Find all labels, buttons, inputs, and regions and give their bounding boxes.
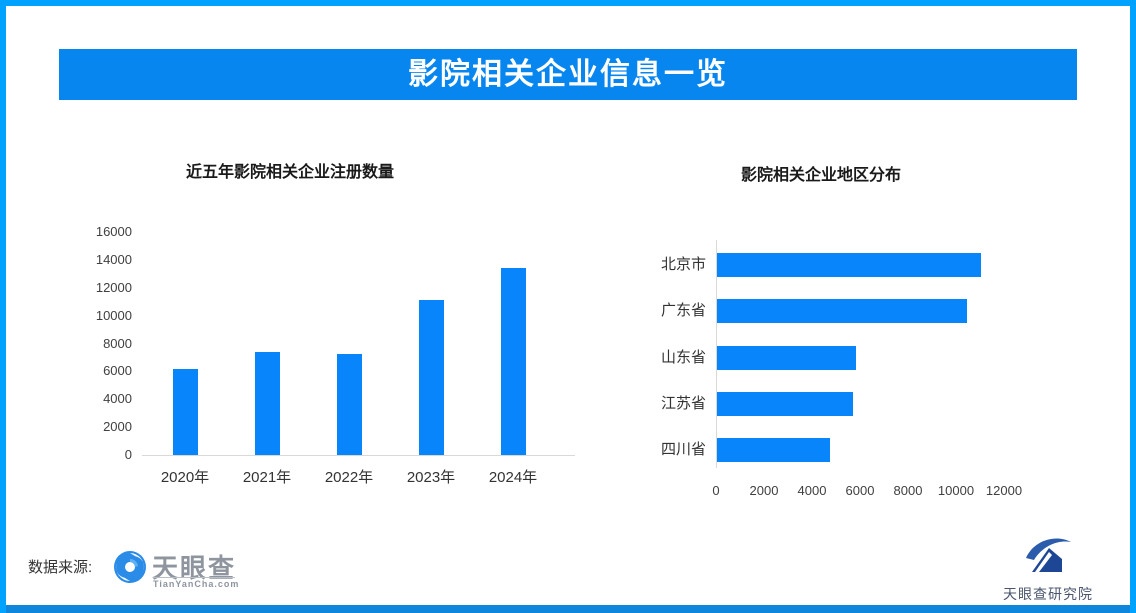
tianyancha-logo-icon: [114, 551, 146, 583]
y-axis-tick-label: 14000: [95, 251, 132, 267]
page-title: 影院相关企业信息一览: [59, 49, 1077, 100]
x-axis-category-label: 2022年: [324, 469, 374, 486]
y-axis-tick-label: 0: [124, 447, 132, 462]
y-axis-line: [716, 240, 717, 468]
y-axis-category-label: 江苏省: [660, 395, 706, 412]
x-axis-tick-label: 8000: [893, 483, 923, 498]
x-axis-tick-label: 10000: [937, 483, 975, 498]
registrations-chart-title: 近五年影院相关企业注册数量: [186, 164, 395, 181]
bar-2023年: [418, 300, 444, 455]
y-axis-tick-label: 4000: [103, 391, 132, 407]
x-axis-tick-label: 0: [712, 483, 720, 498]
y-axis-tick-label: 2000: [103, 419, 132, 435]
x-axis-tick-label: 6000: [845, 483, 875, 498]
tianyancha-domain-underline: [153, 577, 235, 578]
tianyancha-domain: TianYanCha.com: [153, 579, 240, 589]
frame-top-border: [0, 0, 1136, 6]
bar-北京市: [717, 253, 981, 277]
bar-2022年: [336, 354, 362, 455]
bar-山东省: [717, 346, 856, 370]
y-axis-category-label: 山东省: [660, 349, 706, 366]
y-axis-tick-label: 8000: [103, 335, 132, 351]
institute-logo-block: 天眼查研究院: [996, 534, 1100, 604]
x-axis-tick-label: 2000: [749, 483, 779, 498]
bar-2021年: [254, 352, 280, 455]
institute-logo-icon: [1026, 538, 1071, 572]
data-source-label: 数据来源:: [28, 559, 93, 576]
bar-2024年: [500, 268, 526, 455]
y-axis-tick-label: 16000: [95, 224, 132, 239]
bar-广东省: [717, 299, 967, 323]
bottom-accent-strip: [0, 605, 1136, 613]
y-axis-category-label: 北京市: [660, 256, 706, 273]
bar-2020年: [172, 369, 198, 455]
tianyancha-wordmark: 天眼查: [152, 553, 237, 583]
y-axis-tick-label: 6000: [103, 363, 132, 379]
bar-四川省: [717, 438, 830, 462]
regions-chart-title: 影院相关企业地区分布: [741, 167, 902, 184]
x-axis-category-label: 2021年: [242, 469, 292, 486]
x-axis-category-label: 2020年: [160, 469, 210, 486]
y-axis-category-label: 广东省: [660, 302, 706, 319]
frame-right-border: [1130, 0, 1136, 613]
x-axis-category-label: 2024年: [488, 469, 538, 486]
institute-name: 天眼查研究院: [1003, 586, 1093, 602]
y-axis-tick-label: 12000: [95, 279, 132, 295]
x-axis-category-label: 2023年: [406, 469, 456, 486]
x-axis-line: [142, 455, 575, 456]
y-axis-category-label: 四川省: [660, 441, 706, 458]
x-axis-tick-label: 4000: [797, 483, 827, 498]
bar-江苏省: [717, 392, 853, 416]
y-axis-tick-label: 10000: [95, 307, 132, 323]
x-axis-tick-label: 12000: [985, 483, 1023, 498]
frame-left-border: [0, 0, 6, 613]
